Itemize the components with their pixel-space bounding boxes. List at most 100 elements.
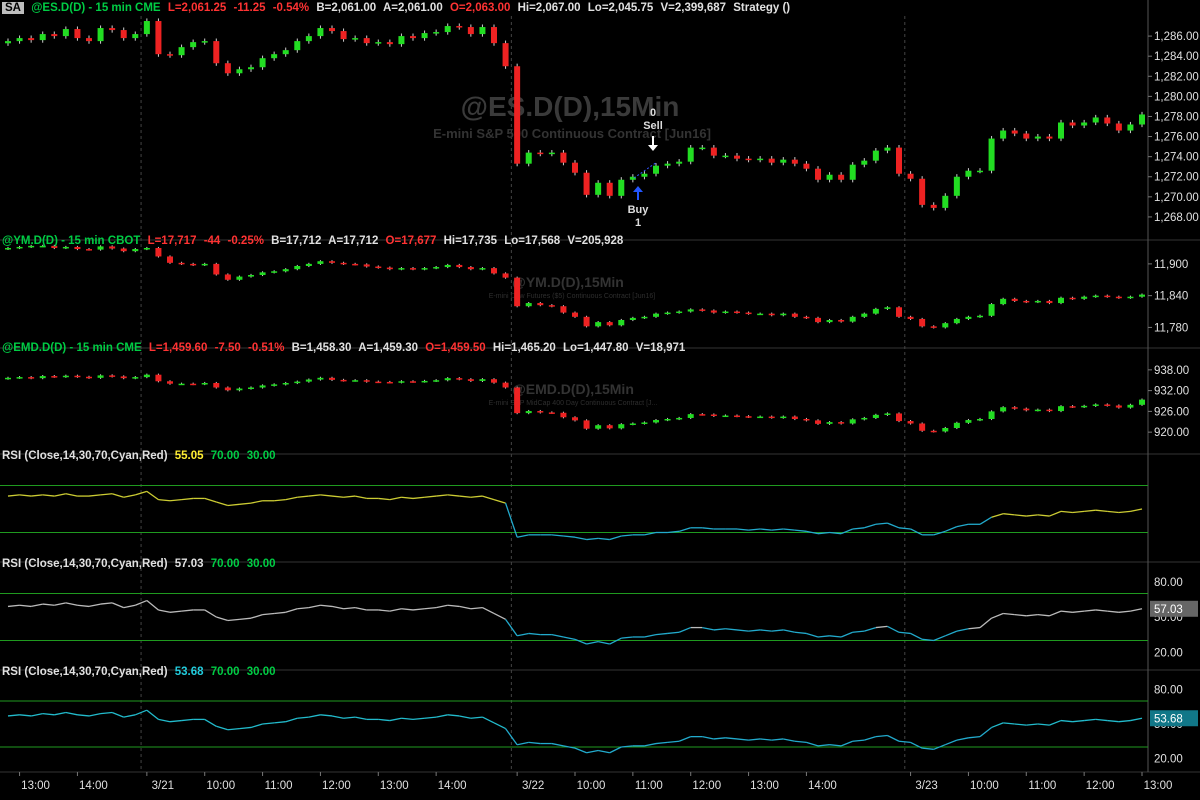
emd-y-label: 938.00 [1154,365,1189,377]
rsi1-line-segment [146,490,159,501]
rsi1-line-segment [678,527,691,532]
rsi2-line-segment [216,616,229,622]
rsi2-line-segment [320,604,333,608]
rsi3-line-segment [551,742,564,747]
emd-candle-body [745,416,752,418]
es-y-label: 1,278.00 [1154,111,1199,123]
es-candle-body [896,147,902,174]
rsi3-line-segment [713,737,726,740]
rsi2-line-segment [100,602,113,605]
emd-candle-body [1034,409,1041,412]
rsi2-line-segment [459,605,471,610]
rsi1-line-segment [644,531,657,536]
ym-candle-body [514,277,521,307]
emd-candle-body [687,414,694,418]
rsi3-line-segment [829,744,842,747]
emd-candle-body [942,428,949,432]
x-axis-label: 12:00 [1086,780,1115,792]
rsi1-line-segment [111,493,124,498]
es-candle-body [456,26,463,28]
emd-candle-body [317,377,324,380]
emd-candle-body [1104,404,1111,406]
rsi3-upper: 70.00 [210,666,240,678]
ym-candle-body [305,263,312,266]
ym-candle-body [259,272,266,275]
ym-panel-header: @YM.D(D) - 15 min CBOT L=17,717 -44 -0.2… [2,234,627,248]
es-candle-body [97,28,104,42]
rsi2-line-segment [1049,610,1062,617]
ym-high: Hi=17,735 [443,235,497,247]
rsi3-line-segment [158,718,171,723]
emd-candle-body [849,419,856,424]
rsi2-line-segment [783,629,795,633]
rsi1-line-segment [274,498,286,502]
es-bid: B=2,061.00 [316,2,377,14]
emd-candle-body [375,381,382,384]
rsi1-line-segment [169,498,182,502]
rsi3-line-segment [436,714,448,718]
es-candle-body [1127,124,1134,131]
emd-candle-body [1069,406,1076,408]
rsi1-upper: 70.00 [210,450,240,462]
ym-candle-body [942,323,949,328]
ym-candle-body [1092,295,1099,298]
rsi3-line-segment [285,717,298,723]
rsi2-line-segment [331,605,344,610]
emd-candle-body [548,412,555,414]
es-candle-body [491,27,497,44]
ym-bid: B=17,712 [271,235,322,247]
rsi2-line-segment [586,641,599,645]
es-candle-body [861,160,868,165]
rsi2-line-segment [609,637,622,645]
rsi3-y-label: 80.00 [1154,685,1183,697]
ym-candle-body [606,322,613,326]
rsi3-line-segment [77,714,90,717]
sa-badge[interactable]: SA [2,2,24,14]
emd-candle-body [595,425,602,429]
rsi2-line-segment [598,641,610,645]
es-candle-body [791,159,798,164]
rsi3-line-segment [1130,717,1143,722]
rsi3-line-segment [1095,718,1108,722]
es-candle-body [86,38,92,42]
emd-candle-body [629,423,636,425]
rsi1-line-segment [586,537,599,541]
ym-candle-body [1081,296,1088,299]
emd-candle-body [213,383,220,388]
rsi1-line-segment [783,528,795,531]
es-candle-body [398,36,405,45]
emd-candle-body [224,387,231,391]
rsi2-line-segment [1118,610,1131,613]
x-axis-label: 3/21 [152,780,174,792]
buy-label: Buy [628,204,650,216]
es-last: L=2,061.25 [167,2,227,14]
rsi1-line-segment [609,535,622,541]
rsi2-line-segment [574,638,587,645]
rsi1-line-segment [817,531,830,535]
es-candle-body [236,69,243,74]
emd-candle-body [444,378,451,381]
rsi2-line-segment [401,608,414,611]
rsi2-line-segment [447,604,460,608]
rsi2-line-segment [262,612,275,616]
emd-candle-body [491,379,497,383]
es-candle-body [5,41,11,44]
rsi1-line-segment [771,528,784,531]
emd-candle-body [872,414,879,418]
es-candle-body [502,43,509,67]
es-candle-body [224,63,231,74]
rsi3-line-segment [563,745,576,749]
x-axis-label: 13:00 [1144,780,1173,792]
rsi2-line-segment [1037,614,1050,617]
rsi1-line-segment [470,495,483,498]
emd-candle-body [86,376,92,379]
emd-candle-body [167,381,173,384]
rsi3-line-segment [146,709,159,720]
rsi3-header: RSI (Close,14,30,70,Cyan,Red) 53.68 70.0… [2,665,280,679]
rsi2-value-tag: 57.03 [1154,604,1183,616]
rsi1-line-segment [123,494,136,498]
rsi1-line-segment [65,493,78,497]
rsi3-line-segment [19,714,32,717]
